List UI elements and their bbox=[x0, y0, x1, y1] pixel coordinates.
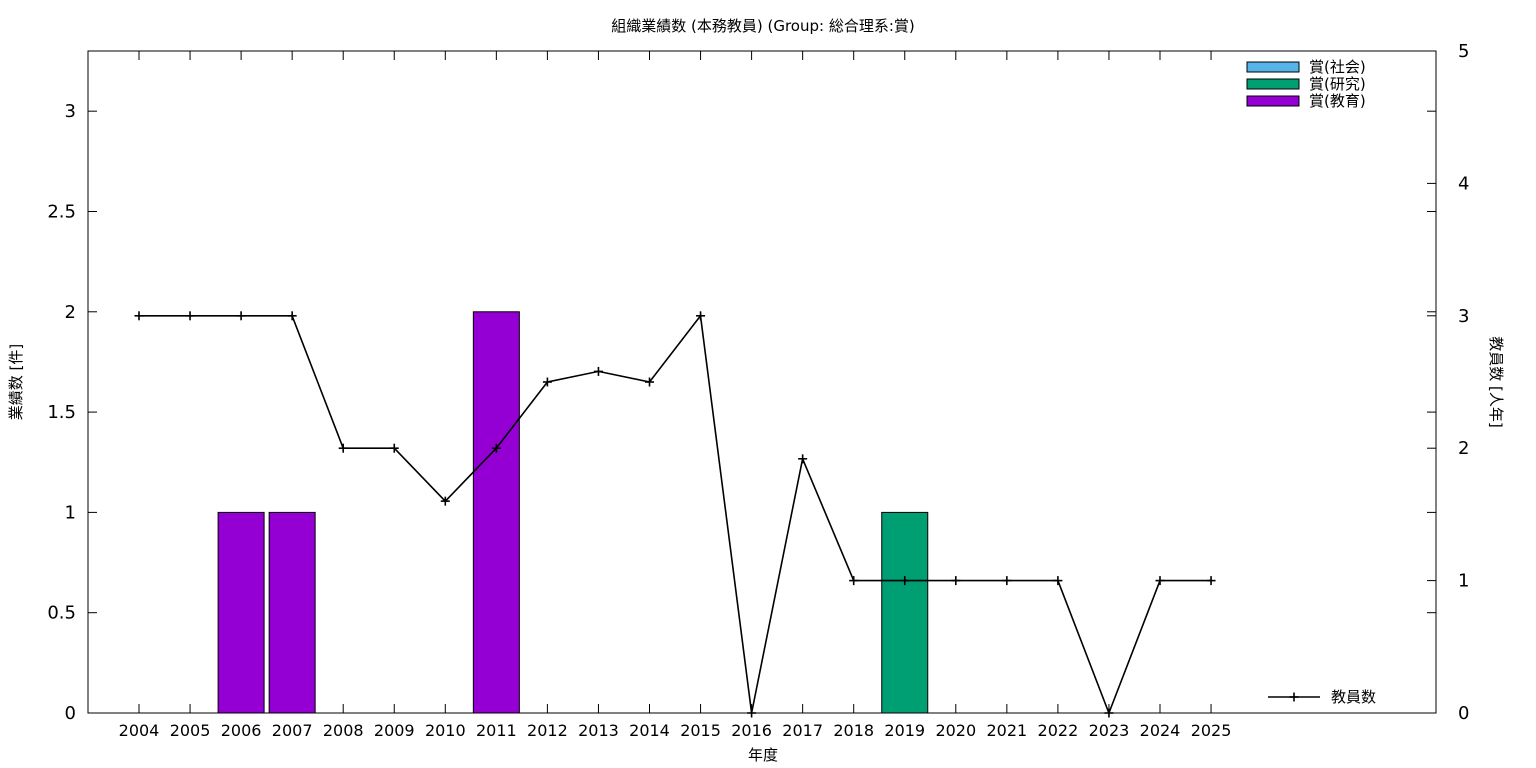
line-point bbox=[542, 377, 552, 387]
legend-label: 賞(研究) bbox=[1309, 75, 1366, 93]
line-point bbox=[900, 576, 910, 586]
y2-tick-label: 3 bbox=[1458, 306, 1469, 327]
axis-ticks: 0 0.5 1 1.5 2 2.5 3 0 1 2 3 4 5 2004 2005 2006 2007 2008 2… bbox=[47, 41, 1469, 740]
x-tick-label: 2005 bbox=[170, 721, 211, 740]
line-point bbox=[645, 377, 654, 387]
y-tick-label: 1.5 bbox=[47, 402, 76, 423]
line-point bbox=[389, 443, 399, 453]
x-tick-label: 2012 bbox=[527, 721, 568, 740]
legend-line-label: 教員数 bbox=[1331, 688, 1376, 706]
y-tick-label: 0.5 bbox=[47, 603, 76, 624]
x-tick-label: 2019 bbox=[884, 721, 925, 740]
bars-layer bbox=[217, 311, 929, 714]
line-point bbox=[1206, 576, 1216, 586]
x-tick-label: 2025 bbox=[1191, 721, 1232, 740]
legend-label: 賞(社会) bbox=[1309, 58, 1366, 76]
chart-title: 組織業績数 (本務教員) (Group: 総合理系:賞) bbox=[611, 17, 915, 35]
x-tick-label: 2022 bbox=[1038, 721, 1079, 740]
line-point bbox=[185, 311, 195, 321]
line-point bbox=[134, 311, 144, 321]
line-point bbox=[696, 311, 706, 321]
legend-label: 賞(教育) bbox=[1309, 92, 1366, 110]
y2-tick-label: 4 bbox=[1458, 173, 1469, 194]
line-point bbox=[747, 708, 757, 718]
y-axis-label: 業績数 [件] bbox=[7, 344, 25, 420]
bar bbox=[881, 511, 929, 714]
x-tick-label: 2010 bbox=[425, 721, 466, 740]
line-layer bbox=[134, 311, 1216, 718]
y2-axis-label: 教員数 [人年] bbox=[1487, 336, 1505, 427]
line-point bbox=[287, 311, 297, 321]
bar bbox=[472, 311, 520, 714]
x-tick-label: 2006 bbox=[221, 721, 262, 740]
legend: 賞(社会)賞(研究)賞(教育) 教員数 bbox=[1246, 58, 1376, 706]
line-point bbox=[1002, 576, 1012, 586]
x-tick-label: 2011 bbox=[476, 721, 517, 740]
line-point bbox=[1053, 576, 1063, 586]
line-series-path bbox=[139, 313, 1211, 716]
x-tick-label: 2013 bbox=[578, 721, 619, 740]
y2-tick-label: 5 bbox=[1458, 41, 1469, 62]
x-tick-label: 2024 bbox=[1140, 721, 1181, 740]
line-point bbox=[593, 366, 603, 376]
line-point bbox=[849, 576, 859, 586]
x-tick-label: 2020 bbox=[935, 721, 976, 740]
x-tick-label: 2008 bbox=[323, 721, 364, 740]
y-tick-label: 3 bbox=[65, 101, 76, 122]
line-point bbox=[440, 496, 450, 506]
x-tick-label: 2009 bbox=[374, 721, 415, 740]
line-point bbox=[1155, 576, 1165, 586]
legend-swatch bbox=[1246, 78, 1300, 90]
x-tick-label: 2023 bbox=[1089, 721, 1130, 740]
y-tick-label: 2 bbox=[65, 302, 76, 323]
x-tick-label: 2004 bbox=[119, 721, 160, 740]
x-axis-label: 年度 bbox=[748, 746, 778, 764]
x-tick-label: 2021 bbox=[986, 721, 1027, 740]
y-tick-label: 1 bbox=[65, 502, 76, 523]
x-tick-label: 2014 bbox=[629, 721, 670, 740]
line-point bbox=[236, 311, 246, 321]
line-point bbox=[1104, 708, 1114, 718]
x-tick-label: 2018 bbox=[833, 721, 874, 740]
bar bbox=[268, 511, 316, 714]
line-point bbox=[798, 454, 808, 464]
line-point bbox=[491, 443, 501, 453]
x-tick-label: 2017 bbox=[782, 721, 823, 740]
x-tick-label: 2007 bbox=[272, 721, 313, 740]
legend-swatch bbox=[1246, 61, 1300, 73]
y-tick-label: 0 bbox=[65, 703, 76, 724]
line-point bbox=[951, 576, 961, 586]
line-point bbox=[338, 443, 348, 453]
x-tick-label: 2016 bbox=[731, 721, 772, 740]
y2-tick-label: 2 bbox=[1458, 438, 1469, 459]
legend-swatch bbox=[1246, 95, 1300, 107]
y2-tick-label: 1 bbox=[1458, 571, 1469, 592]
x-tick-label: 2015 bbox=[680, 721, 721, 740]
bar bbox=[217, 511, 265, 714]
y2-tick-label: 0 bbox=[1458, 703, 1469, 724]
y-tick-label: 2.5 bbox=[47, 201, 76, 222]
plot-frame bbox=[87, 50, 1437, 714]
